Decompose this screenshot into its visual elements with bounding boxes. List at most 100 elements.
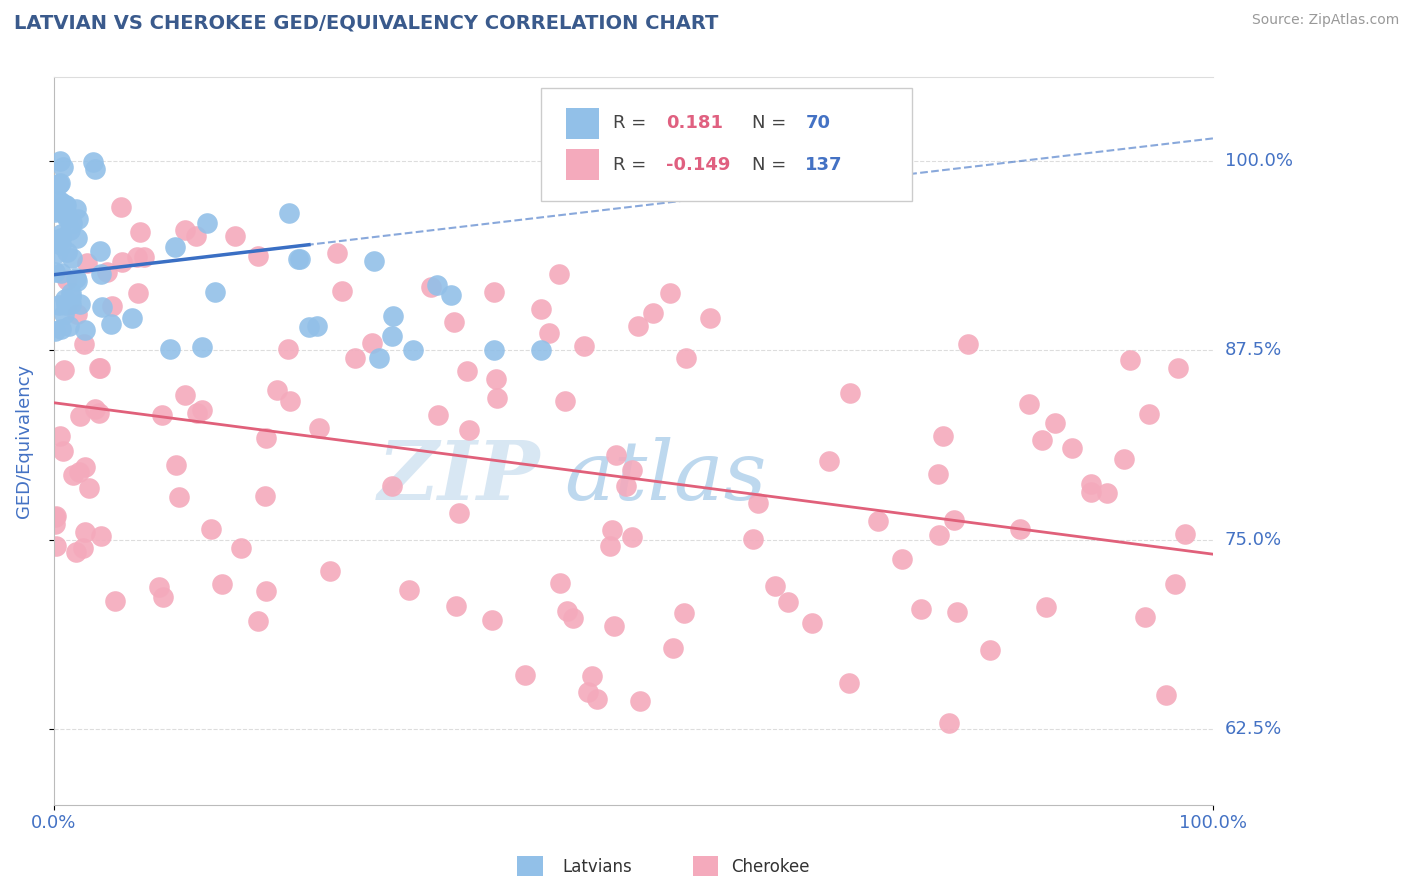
Point bbox=[298, 320, 321, 334]
Point bbox=[402, 343, 425, 358]
Point bbox=[59, 285, 82, 300]
Point bbox=[121, 311, 143, 326]
Point bbox=[56, 244, 79, 259]
Point bbox=[163, 240, 186, 254]
Point bbox=[308, 421, 330, 435]
Point bbox=[1060, 442, 1083, 456]
Point bbox=[73, 460, 96, 475]
Point bbox=[581, 669, 603, 683]
Point bbox=[44, 324, 66, 338]
Point bbox=[1080, 476, 1102, 491]
Point bbox=[62, 468, 84, 483]
Point bbox=[65, 545, 87, 559]
Text: ZIP: ZIP bbox=[378, 437, 541, 517]
Point bbox=[1112, 452, 1135, 467]
Point bbox=[184, 229, 207, 244]
Point bbox=[1035, 599, 1057, 614]
Point bbox=[838, 675, 860, 690]
Y-axis label: GED/Equivalency: GED/Equivalency bbox=[15, 364, 32, 518]
Point bbox=[928, 528, 950, 542]
Point bbox=[100, 299, 122, 313]
Point bbox=[1018, 397, 1040, 411]
Point bbox=[628, 694, 651, 708]
Point bbox=[59, 222, 82, 236]
Point bbox=[73, 337, 96, 351]
Point bbox=[927, 467, 949, 481]
Point bbox=[159, 342, 181, 356]
Text: -0.149: -0.149 bbox=[666, 156, 731, 174]
Point bbox=[363, 253, 385, 268]
Point bbox=[89, 360, 111, 375]
Text: 62.5%: 62.5% bbox=[1225, 720, 1282, 738]
Point bbox=[288, 252, 311, 266]
Point bbox=[83, 401, 105, 416]
Point bbox=[818, 454, 841, 468]
Point bbox=[1174, 527, 1197, 541]
Text: N =: N = bbox=[752, 114, 792, 132]
Point bbox=[360, 336, 382, 351]
Point bbox=[343, 351, 366, 365]
Point bbox=[200, 522, 222, 536]
Point bbox=[641, 305, 664, 319]
Text: 87.5%: 87.5% bbox=[1225, 341, 1282, 359]
Point bbox=[485, 372, 508, 386]
Point bbox=[75, 525, 97, 540]
Point bbox=[72, 541, 94, 556]
Point bbox=[53, 292, 76, 306]
Point bbox=[90, 267, 112, 281]
Point bbox=[1010, 523, 1032, 537]
Point bbox=[554, 394, 576, 409]
Point bbox=[55, 211, 77, 225]
Text: R =: R = bbox=[613, 114, 652, 132]
Point bbox=[46, 245, 69, 260]
Point bbox=[382, 309, 405, 323]
Point bbox=[938, 715, 960, 730]
Point bbox=[621, 462, 644, 476]
Point bbox=[482, 285, 505, 299]
Point bbox=[673, 606, 696, 620]
Point bbox=[1133, 610, 1156, 624]
Point bbox=[662, 641, 685, 656]
Point bbox=[129, 225, 152, 239]
Point bbox=[48, 194, 70, 209]
Point bbox=[87, 406, 110, 420]
Point bbox=[204, 285, 226, 299]
Text: 75.0%: 75.0% bbox=[1225, 531, 1282, 549]
Point bbox=[125, 250, 148, 264]
Bar bbox=[567, 150, 599, 180]
Point bbox=[48, 298, 70, 312]
Point bbox=[52, 362, 75, 376]
Point bbox=[89, 244, 111, 258]
Point bbox=[741, 532, 763, 546]
Point bbox=[69, 409, 91, 423]
Point bbox=[44, 517, 66, 532]
Point bbox=[49, 266, 72, 280]
Point bbox=[486, 391, 509, 405]
Point bbox=[1167, 360, 1189, 375]
Point bbox=[381, 329, 404, 343]
Point bbox=[44, 509, 66, 524]
Point bbox=[866, 514, 889, 528]
Point bbox=[84, 162, 107, 177]
Point bbox=[246, 614, 269, 628]
Point bbox=[530, 302, 553, 317]
Point bbox=[932, 429, 955, 443]
Point bbox=[51, 322, 73, 336]
Point bbox=[538, 326, 561, 340]
Point bbox=[67, 212, 90, 227]
Point bbox=[110, 200, 132, 214]
Point bbox=[49, 176, 72, 190]
Point bbox=[59, 296, 82, 310]
Point bbox=[100, 317, 122, 331]
Point bbox=[44, 204, 66, 219]
Point bbox=[330, 284, 353, 298]
Point bbox=[49, 231, 72, 245]
Point bbox=[191, 403, 214, 417]
Text: Latvians: Latvians bbox=[562, 858, 633, 876]
Point bbox=[152, 590, 174, 604]
Point bbox=[513, 668, 536, 682]
Point bbox=[287, 252, 309, 266]
Point bbox=[45, 202, 67, 216]
Point bbox=[231, 541, 253, 555]
Point bbox=[1154, 688, 1177, 702]
